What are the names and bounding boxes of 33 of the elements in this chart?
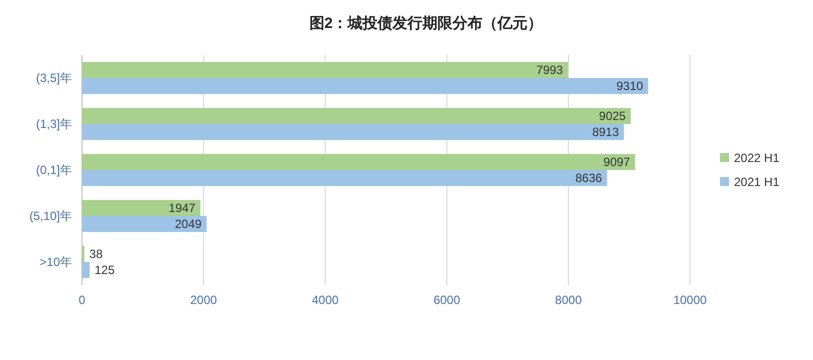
x-tick-label: 4000 <box>312 293 339 307</box>
y-tick-label: (1,3]年 <box>36 117 72 131</box>
y-tick-label: >10年 <box>40 255 72 269</box>
data-label: 2049 <box>174 217 202 231</box>
data-label: 8913 <box>592 125 620 139</box>
x-tick-label: 6000 <box>433 293 460 307</box>
x-tick-label: 0 <box>78 293 86 307</box>
bar <box>82 170 608 186</box>
bar <box>82 124 624 140</box>
x-tick-label: 8000 <box>555 293 582 307</box>
x-tick-label: 10000 <box>673 293 708 307</box>
bar <box>82 200 200 216</box>
data-label: 9310 <box>616 79 644 93</box>
bar <box>82 78 648 94</box>
data-label: 8636 <box>575 171 602 185</box>
data-label: 9025 <box>599 109 626 123</box>
bar <box>82 108 631 124</box>
y-tick-label: (5,10]年 <box>29 209 72 223</box>
data-label: 7993 <box>536 63 564 77</box>
bar <box>82 216 207 232</box>
bar <box>82 62 568 78</box>
data-label: 125 <box>94 263 115 277</box>
bar <box>82 154 636 170</box>
data-label: 38 <box>89 247 103 261</box>
chart-title: 图2：城投债发行期限分布（亿元） <box>309 15 543 32</box>
data-label: 1947 <box>168 201 196 215</box>
legend-label: 2022 H1 <box>734 151 780 165</box>
y-tick-label: (3,5]年 <box>36 71 72 85</box>
data-label: 9097 <box>603 155 630 169</box>
x-tick-label: 2000 <box>190 293 218 307</box>
y-tick-label: (0,1]年 <box>36 163 72 177</box>
legend-label: 2021 H1 <box>734 175 780 189</box>
bar <box>82 262 90 278</box>
